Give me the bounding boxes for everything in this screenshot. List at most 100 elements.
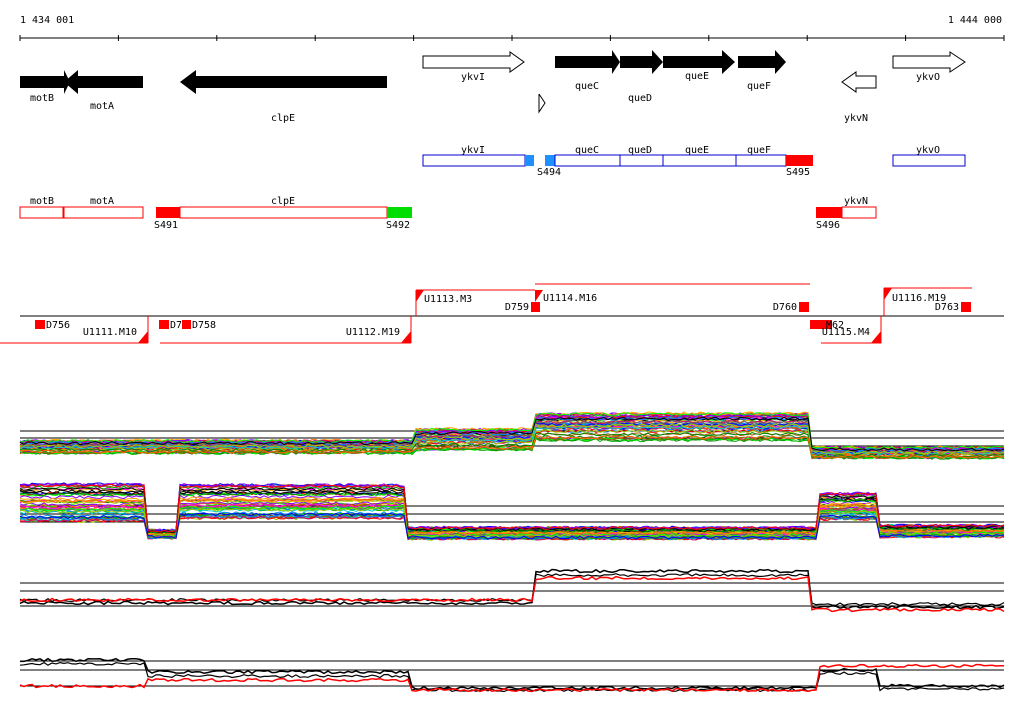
expression-line (19, 505, 1005, 538)
red-box-motA[interactable] (63, 206, 144, 219)
expression-panel-2 (19, 482, 1005, 541)
segment-label-D7: D7 (170, 320, 182, 331)
end-coordinate: 1 444 000 (948, 15, 1002, 26)
segmentation-track: U1113.M3 D759 U1114.M16 D760 U1116.M19 D… (0, 283, 1004, 344)
red-box-label-ykvN: ykvN (844, 196, 868, 207)
gene-arrow-queC[interactable] (555, 50, 620, 74)
segment-end-flag (138, 331, 148, 343)
gene-label-ykvN: ykvN (844, 113, 868, 124)
gene-arrow-motA[interactable] (64, 70, 143, 94)
expression-line (19, 663, 1005, 693)
site-label-S491: S491 (154, 220, 178, 231)
segment-label-D759: D759 (505, 302, 529, 313)
segment-start-flag (884, 288, 892, 300)
segment-label-D760: D760 (773, 302, 797, 313)
segment-label-U1112.M19: U1112.M19 (346, 327, 400, 338)
segment-label-M62: M62 (826, 320, 844, 331)
blue-box-ykvO[interactable] (892, 154, 966, 167)
gene-label-queD: queD (628, 93, 652, 104)
segment-label-D756: D756 (46, 320, 70, 331)
expression-line (19, 575, 1005, 613)
site-label-S492: S492 (386, 220, 410, 231)
expression-panel-1 (19, 411, 1005, 460)
coordinate-ruler: 1 434 001 1 444 000 (19, 15, 1005, 41)
blue-box-label-queC: queC (575, 145, 599, 156)
expression-line (19, 483, 1005, 533)
red-box-motB[interactable] (19, 206, 64, 219)
blue-box-label-queD: queD (628, 145, 652, 156)
gene-arrow-motB[interactable] (20, 70, 70, 94)
deletion-marker (799, 302, 809, 312)
blue-box-queD[interactable] (619, 154, 664, 167)
gene-arrow-queE[interactable] (663, 50, 735, 74)
segment-end-flag (401, 331, 411, 343)
gene-arrow-ykvN[interactable] (841, 71, 877, 93)
gene-label-ykvO: ykvO (916, 72, 940, 83)
blue-box-label-queE: queE (685, 145, 709, 156)
blue-box-queC[interactable] (554, 154, 621, 167)
blue-box-label-ykvO: ykvO (916, 145, 940, 156)
expression-panel-3 (19, 568, 1005, 613)
segment-start-flag (535, 290, 543, 302)
expression-line (19, 505, 1005, 538)
expression-line (19, 423, 1005, 455)
expression-line (19, 432, 1005, 458)
gene-label-motB: motB (30, 93, 54, 104)
gene-arrow-ykvI[interactable] (422, 51, 525, 73)
blue-box-queE[interactable] (662, 154, 737, 167)
segment-label-D758: D758 (192, 320, 216, 331)
expression-line (19, 492, 1005, 535)
expression-line (20, 412, 1005, 450)
expression-line (19, 416, 1005, 452)
blue-site-marker (525, 155, 534, 166)
expression-line (19, 435, 1005, 459)
red-box-label-motA: motA (90, 196, 114, 207)
gene-label-clpE: clpE (271, 113, 295, 124)
segment-label-U1115.M4: U1115.M4 (822, 327, 870, 338)
site-label-S496: S496 (816, 220, 840, 231)
expression-line (19, 573, 1005, 607)
segment-end-flag (871, 331, 881, 343)
expression-line (19, 513, 1005, 540)
gene-label-queE: queE (685, 71, 709, 82)
expression-line (19, 507, 1005, 539)
expression-line (19, 512, 1004, 540)
red-site-marker (156, 207, 180, 218)
expression-line (20, 657, 1005, 691)
deletion-marker (961, 302, 971, 312)
deletion-marker (35, 320, 45, 329)
segment-label-U1114.M16: U1114.M16 (543, 293, 597, 304)
gene-label-queC: queC (575, 81, 599, 92)
segment-label-U1113.M3: U1113.M3 (424, 294, 472, 305)
expression-panel-4 (19, 657, 1005, 693)
gene-label-queF: queF (747, 81, 771, 92)
red-box-ykvN[interactable] (841, 206, 877, 219)
expression-line (19, 568, 1005, 610)
gene-arrow-ykvO[interactable] (892, 51, 966, 73)
gene-label-motA: motA (90, 101, 114, 112)
blue-site-marker (545, 155, 555, 166)
deletion-marker (159, 320, 169, 329)
red-site-marker (786, 155, 813, 166)
gene-arrow-queF[interactable] (738, 50, 786, 74)
red-box-clpE[interactable] (179, 206, 388, 219)
gene-track: motB motA clpE ykvI queC queD queE queF … (20, 50, 966, 124)
ruler-ticks (19, 35, 1005, 41)
green-site-marker (387, 207, 412, 218)
site-label-S495: S495 (786, 167, 810, 178)
expression-line (19, 487, 1005, 534)
deletion-marker (531, 302, 540, 312)
expression-line (19, 498, 1005, 536)
site-label-S494: S494 (537, 167, 561, 178)
segment-label-U1116.M19: U1116.M19 (892, 293, 946, 304)
blue-box-label-queF: queF (747, 145, 771, 156)
blue-box-queF[interactable] (735, 154, 787, 167)
red-box-label-clpE: clpE (271, 196, 295, 207)
blue-box-label-ykvI: ykvI (461, 145, 485, 156)
blue-box-ykvI[interactable] (422, 154, 526, 167)
expression-line (19, 661, 1005, 693)
segment-label-U1111.M10: U1111.M10 (83, 327, 137, 338)
gene-arrow-clpE[interactable] (180, 70, 387, 94)
gene-arrow-queD[interactable] (620, 50, 663, 74)
